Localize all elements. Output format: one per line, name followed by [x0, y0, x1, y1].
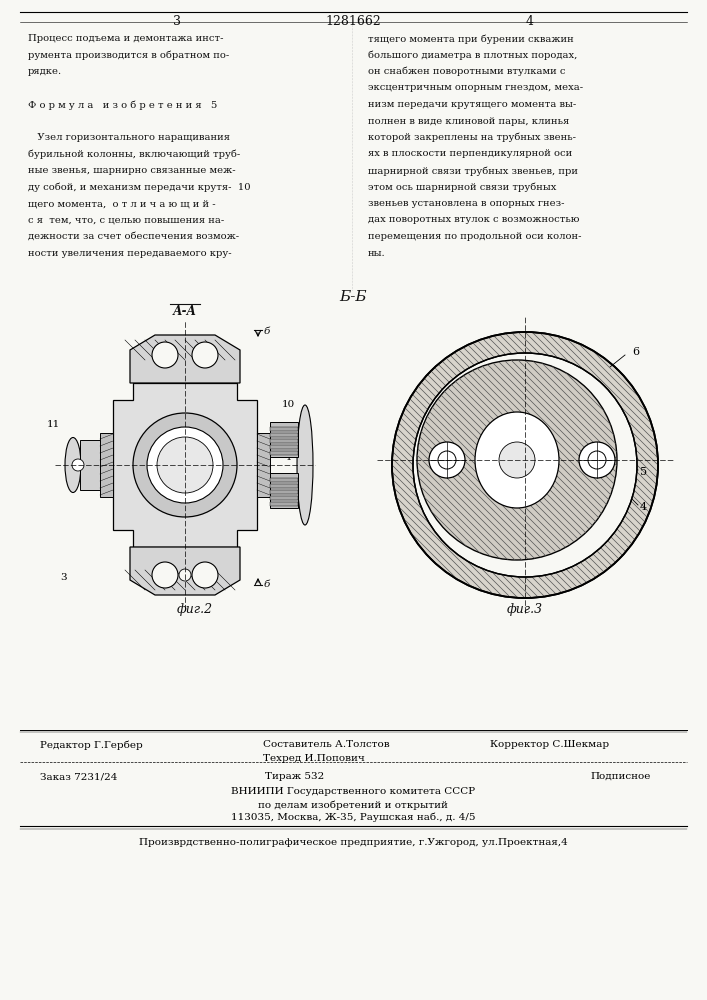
Text: б: б	[264, 580, 270, 589]
Circle shape	[429, 442, 465, 478]
Text: он снабжен поворотными втулками с: он снабжен поворотными втулками с	[368, 67, 566, 77]
Polygon shape	[130, 335, 240, 383]
Text: звеньев установлена в опорных гнез-: звеньев установлена в опорных гнез-	[368, 199, 564, 208]
Bar	[270, 473, 298, 508]
Text: фиг.2: фиг.2	[177, 603, 213, 616]
Ellipse shape	[65, 438, 81, 492]
Text: Редактор Г.Гербер: Редактор Г.Гербер	[40, 740, 143, 750]
Circle shape	[179, 569, 191, 581]
Text: Техред И.Попович: Техред И.Попович	[263, 754, 365, 763]
Circle shape	[133, 413, 237, 517]
Text: которой закреплены на трубных звень-: которой закреплены на трубных звень-	[368, 133, 576, 142]
Text: Б-Б: Б-Б	[339, 290, 367, 304]
Text: 4: 4	[640, 502, 647, 512]
Circle shape	[72, 459, 84, 471]
Text: Заказ 7231/24: Заказ 7231/24	[40, 772, 117, 781]
Circle shape	[157, 437, 213, 493]
Text: тящего момента при бурении скважин: тящего момента при бурении скважин	[368, 34, 574, 43]
Circle shape	[579, 442, 615, 478]
Polygon shape	[113, 383, 257, 547]
Circle shape	[413, 353, 637, 577]
Text: эксцентричным опорным гнездом, меха-: эксцентричным опорным гнездом, меха-	[368, 84, 583, 93]
Text: полнен в виде клиновой пары, клинья: полнен в виде клиновой пары, клинья	[368, 116, 569, 125]
Text: 1281662: 1281662	[325, 15, 381, 28]
Text: дежности за счет обеспечения возмож-: дежности за счет обеспечения возмож-	[28, 232, 239, 241]
Circle shape	[192, 342, 218, 368]
Text: б: б	[264, 327, 270, 336]
Text: 4: 4	[285, 453, 291, 462]
Circle shape	[152, 562, 178, 588]
Text: ны.: ны.	[368, 248, 385, 257]
Text: дах поворотных втулок с возможностью: дах поворотных втулок с возможностью	[368, 216, 580, 225]
Text: ности увеличения передаваемого кру-: ности увеличения передаваемого кру-	[28, 248, 232, 257]
Text: большого диаметра в плотных породах,: большого диаметра в плотных породах,	[368, 50, 578, 60]
Text: 6: 6	[632, 347, 639, 357]
Text: Подписное: Подписное	[590, 772, 650, 781]
Bar	[270, 502, 298, 506]
Text: Составитель А.Толстов: Составитель А.Толстов	[263, 740, 390, 749]
Bar	[270, 478, 298, 482]
Polygon shape	[130, 547, 240, 595]
Circle shape	[438, 451, 456, 469]
Circle shape	[499, 442, 535, 478]
Text: шарнирной связи трубных звеньев, при: шарнирной связи трубных звеньев, при	[368, 166, 578, 176]
Text: бурильной колонны, включающий труб-: бурильной колонны, включающий труб-	[28, 149, 240, 159]
Text: 3: 3	[60, 573, 66, 582]
Circle shape	[392, 332, 658, 598]
Text: фиг.3: фиг.3	[507, 603, 543, 616]
Text: 3: 3	[173, 15, 181, 28]
Bar	[100, 433, 113, 497]
Bar	[270, 451, 298, 455]
Text: с я  тем, что, с целью повышения на-: с я тем, что, с целью повышения на-	[28, 216, 224, 225]
Bar	[270, 427, 298, 431]
Text: Произврдственно-полиграфическое предприятие, г.Ужгород, ул.Проектная,4: Произврдственно-полиграфическое предприя…	[139, 838, 568, 847]
Text: 9: 9	[285, 496, 291, 505]
Ellipse shape	[475, 412, 559, 508]
Text: 5: 5	[640, 467, 647, 477]
Circle shape	[588, 451, 606, 469]
Text: румента производится в обратном по-: румента производится в обратном по-	[28, 50, 229, 60]
Bar	[270, 484, 298, 488]
Text: низм передачи крутящего момента вы-: низм передачи крутящего момента вы-	[368, 100, 576, 109]
Circle shape	[147, 427, 223, 503]
Text: Корректор С.Шекмар: Корректор С.Шекмар	[490, 740, 609, 749]
Bar	[80, 440, 100, 490]
Text: ные звенья, шарнирно связанные меж-: ные звенья, шарнирно связанные меж-	[28, 166, 235, 175]
Text: 10: 10	[282, 400, 296, 409]
Circle shape	[192, 562, 218, 588]
Text: Ф о р м у л а   и з о б р е т е н и я   5: Ф о р м у л а и з о б р е т е н и я 5	[28, 100, 217, 109]
Text: щего момента,  о т л и ч а ю щ и й -: щего момента, о т л и ч а ю щ и й -	[28, 199, 216, 208]
Text: ВНИИПИ Государственного комитета СССР: ВНИИПИ Государственного комитета СССР	[231, 787, 475, 796]
Text: рядке.: рядке.	[28, 67, 62, 76]
Bar	[257, 433, 270, 497]
Text: Узел горизонтального наращивания: Узел горизонтального наращивания	[28, 133, 230, 142]
Bar	[270, 422, 298, 457]
Bar	[270, 433, 298, 437]
Text: этом ось шарнирной связи трубных: этом ось шарнирной связи трубных	[368, 182, 556, 192]
Text: 4: 4	[526, 15, 534, 28]
Text: 11: 11	[47, 420, 60, 429]
Text: Тираж 532: Тираж 532	[265, 772, 325, 781]
Text: перемещения по продольной оси колон-: перемещения по продольной оси колон-	[368, 232, 581, 241]
Ellipse shape	[417, 360, 617, 560]
Bar	[270, 439, 298, 443]
Ellipse shape	[297, 405, 313, 525]
Circle shape	[152, 342, 178, 368]
Bar	[270, 445, 298, 449]
Text: ду собой, и механизм передачи крутя-  10: ду собой, и механизм передачи крутя- 10	[28, 182, 250, 192]
Text: 113035, Москва, Ж-35, Раушская наб., д. 4/5: 113035, Москва, Ж-35, Раушская наб., д. …	[230, 813, 475, 822]
Text: ях в плоскости перпендикулярной оси: ях в плоскости перпендикулярной оси	[368, 149, 572, 158]
Text: по делам изобретений и открытий: по делам изобретений и открытий	[258, 800, 448, 810]
Bar	[270, 496, 298, 500]
Text: А-А: А-А	[173, 305, 197, 318]
Bar	[270, 490, 298, 494]
Text: Процесс подъема и демонтажа инст-: Процесс подъема и демонтажа инст-	[28, 34, 223, 43]
